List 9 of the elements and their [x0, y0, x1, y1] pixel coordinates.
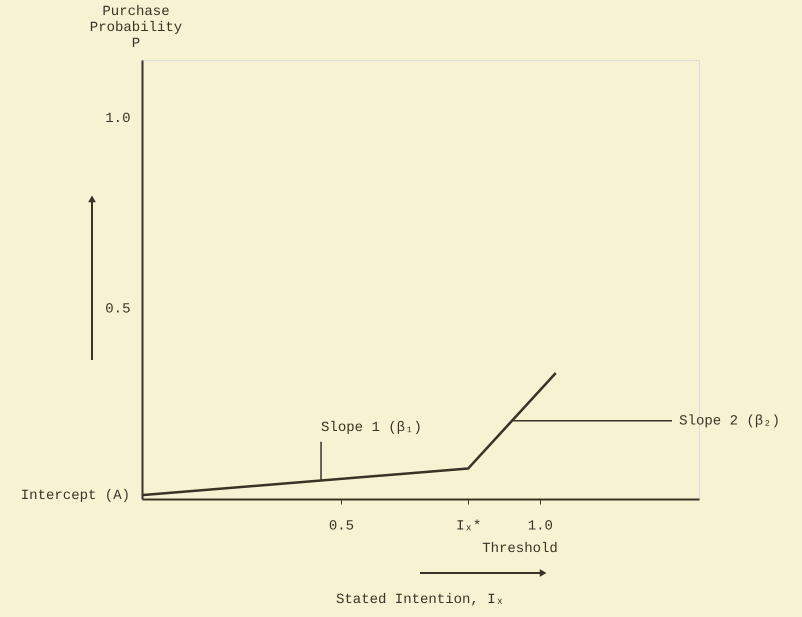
- annotation: Slope 1 (β₁): [321, 420, 422, 436]
- annotation: Intercept (A): [20, 488, 130, 504]
- y-axis-title: Purchase Probability P: [90, 4, 182, 52]
- annotation: Slope 2 (β₂): [679, 414, 780, 430]
- x-axis-title: Stated Intention, Iₓ: [336, 592, 504, 608]
- x-tick-label: 1.0: [528, 518, 553, 534]
- x-tick-label: 0.5: [328, 518, 354, 534]
- x-tick-label: Iₓ*: [456, 518, 482, 534]
- text: Threshold: [482, 541, 558, 557]
